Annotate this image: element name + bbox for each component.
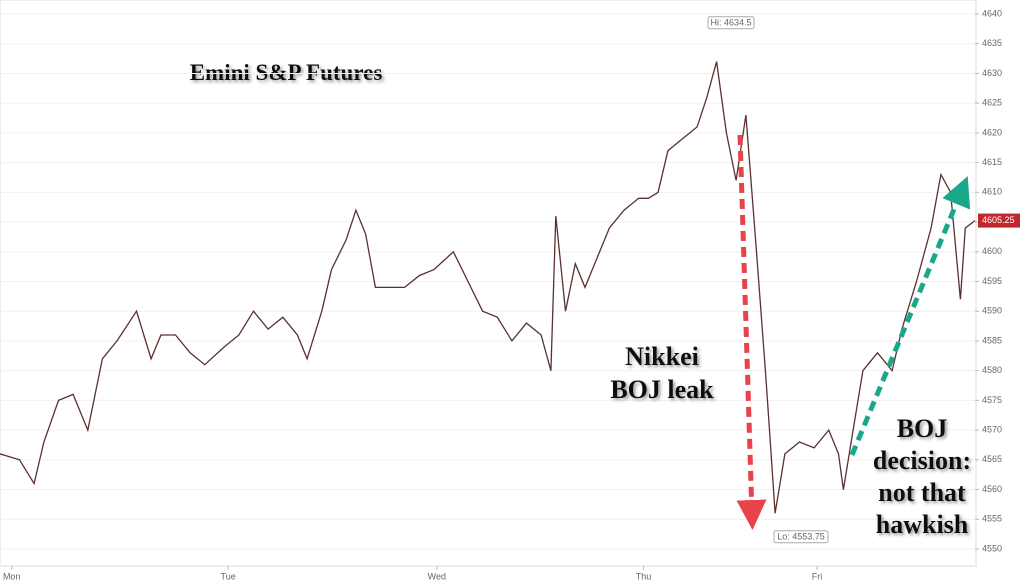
y-tick-label: 4640 (982, 8, 1002, 18)
last-label: 4605.25 (982, 215, 1015, 225)
price-line (0, 61, 976, 514)
low-box (773, 530, 829, 544)
y-tick-label: 4600 (982, 246, 1002, 256)
x-tick-label: Thu (636, 571, 652, 581)
y-tick-label: 4575 (982, 395, 1002, 405)
annotation: BOJ leak (610, 375, 714, 404)
y-tick-label: 4565 (982, 454, 1002, 464)
x-tick-label: Mon (3, 571, 21, 581)
high-box (707, 16, 755, 30)
x-tick-label: Fri (812, 571, 823, 581)
y-tick-label: 4610 (982, 187, 1002, 197)
chart-title: Emini S&P Futures (190, 60, 383, 85)
y-tick-label: 4635 (982, 38, 1002, 48)
plot-frame (0, 0, 977, 567)
y-tick-label: 4580 (982, 365, 1002, 375)
y-tick-label: 4595 (982, 276, 1002, 286)
x-tick-label: Tue (221, 571, 236, 581)
y-tick-label: 4585 (982, 335, 1002, 345)
y-tick-label: 4615 (982, 157, 1002, 167)
y-tick-label: 4550 (982, 543, 1002, 553)
y-tick-label: 4560 (982, 484, 1002, 494)
annotation: BOJ (897, 414, 948, 443)
y-tick-label: 4630 (982, 68, 1002, 78)
annotation: not that (878, 478, 966, 507)
y-tick-label: 4590 (982, 306, 1002, 316)
annotation: decision: (873, 446, 971, 475)
low-label: Lo: 4553.75 (777, 532, 825, 542)
y-tick-label: 4625 (982, 98, 1002, 108)
annotation: Nikkei (625, 342, 699, 371)
y-tick-label: 4555 (982, 514, 1002, 524)
y-tick-label: 4570 (982, 424, 1002, 434)
y-tick-label: 4620 (982, 127, 1002, 137)
high-label: Hi: 4634.5 (710, 18, 751, 28)
annotation: hawkish (876, 510, 969, 539)
x-tick-label: Wed (428, 571, 446, 581)
last-box (978, 213, 1020, 228)
